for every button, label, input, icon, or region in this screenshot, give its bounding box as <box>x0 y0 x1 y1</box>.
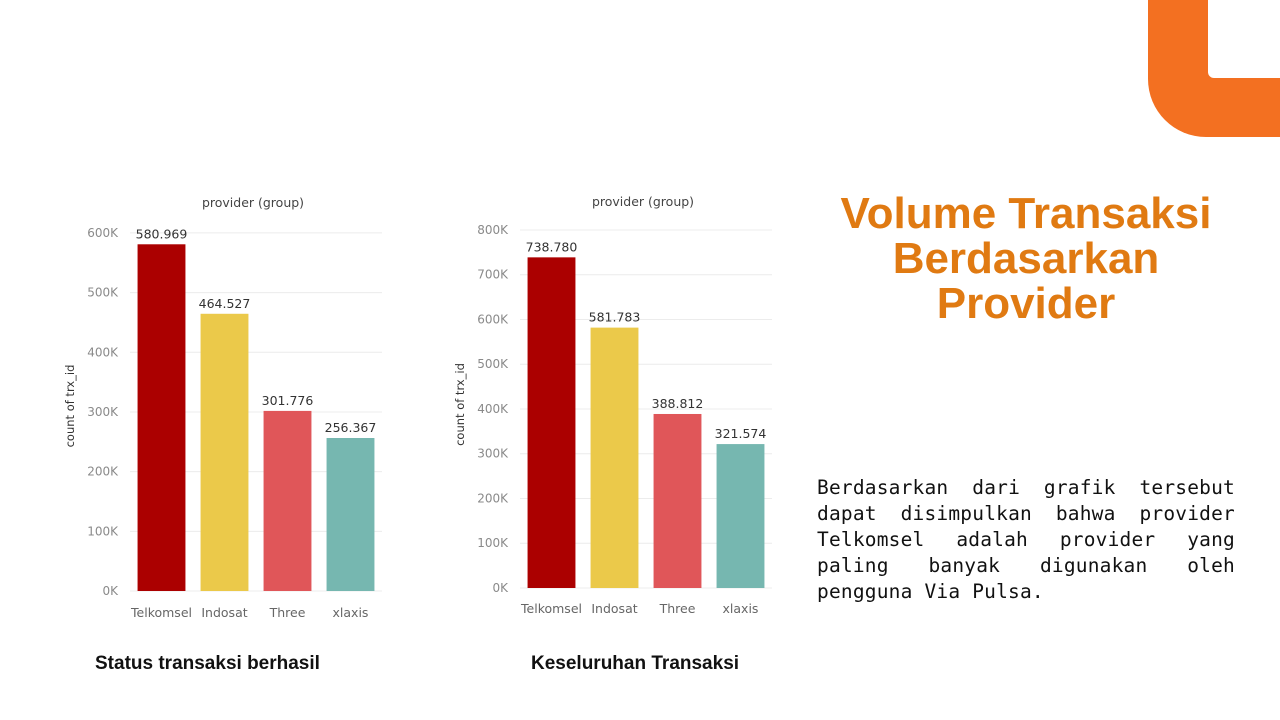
x-category-label: xlaxis <box>333 605 369 620</box>
x-category-label: Telkomsel <box>520 601 582 616</box>
bar-indosat <box>590 327 639 588</box>
bar-value-label: 581.783 <box>589 310 641 325</box>
corner-accent-cutout <box>1208 0 1280 78</box>
y-axis-label: count of trx_id <box>63 365 77 448</box>
x-category-label: Three <box>269 605 306 620</box>
bar-telkomsel <box>527 257 576 588</box>
bar-value-label: 321.574 <box>715 426 767 441</box>
slide-title-line: Provider <box>936 279 1116 328</box>
y-tick-label: 100K <box>477 536 509 550</box>
chart-svg: provider (group) count of trx_id 0K 100K 200… <box>63 195 382 620</box>
y-tick-label: 0K <box>102 584 119 598</box>
y-tick-label: 700K <box>477 268 509 282</box>
bar-value-label: 388.812 <box>652 396 704 411</box>
y-tick-label: 100K <box>87 524 119 538</box>
bar-chart-successful-transactions: provider (group) count of trx_id 0K 100K 200… <box>60 185 400 635</box>
y-tick-label: 200K <box>477 491 509 505</box>
y-axis-label: count of trx_id <box>453 363 467 446</box>
y-tick-label: 0K <box>492 581 509 595</box>
x-category-label: Indosat <box>201 605 247 620</box>
bar-value-label: 301.776 <box>262 393 314 408</box>
bar-value-label: 256.367 <box>325 420 377 435</box>
chart-title: provider (group) <box>592 194 694 209</box>
x-category-label: xlaxis <box>723 601 759 616</box>
y-tick-label: 300K <box>87 405 119 419</box>
y-tick-label: 400K <box>87 345 119 359</box>
bar-three <box>653 413 702 588</box>
bar-indosat <box>200 313 249 591</box>
bar-xlaxis <box>326 438 375 591</box>
bar-xlaxis <box>716 444 765 588</box>
y-tick-label: 600K <box>87 226 119 240</box>
bar-telkomsel <box>137 244 186 591</box>
slide-title-line: Berdasarkan <box>892 234 1160 283</box>
bar-value-label: 464.527 <box>199 296 251 311</box>
chart-svg: provider (group) count of trx_id 0K 100K 200… <box>453 194 772 616</box>
y-tick-label: 800K <box>477 223 509 237</box>
y-tick-label: 200K <box>87 465 119 479</box>
x-category-label: Telkomsel <box>130 605 192 620</box>
bar-value-label: 580.969 <box>136 226 188 241</box>
bar-value-label: 738.780 <box>526 239 578 254</box>
slide-title: Volume Transaksi Berdasarkan Provider <box>812 191 1240 326</box>
slide-body-text: Berdasarkan dari grafik tersebut dapat d… <box>817 476 1235 603</box>
bar-chart-all-transactions: provider (group) count of trx_id 0K 100K 200… <box>445 185 785 635</box>
y-tick-label: 300K <box>477 447 509 461</box>
bar-three <box>263 410 312 591</box>
slide-title-line: Volume Transaksi <box>840 189 1212 238</box>
chart-title: provider (group) <box>202 195 304 210</box>
x-category-label: Indosat <box>591 601 637 616</box>
chart-caption-successful: Status transaksi berhasil <box>95 653 320 674</box>
y-tick-label: 400K <box>477 402 509 416</box>
y-tick-label: 500K <box>477 357 509 371</box>
x-category-label: Three <box>659 601 696 616</box>
y-tick-label: 600K <box>477 312 509 326</box>
chart-caption-all: Keseluruhan Transaksi <box>531 653 740 674</box>
y-tick-label: 500K <box>87 286 119 300</box>
